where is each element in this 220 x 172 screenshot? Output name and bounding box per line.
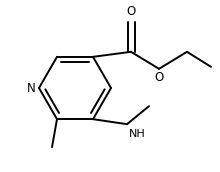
Text: N: N xyxy=(27,82,35,94)
Text: O: O xyxy=(154,71,164,84)
Text: O: O xyxy=(126,5,136,18)
Text: NH: NH xyxy=(129,129,146,139)
